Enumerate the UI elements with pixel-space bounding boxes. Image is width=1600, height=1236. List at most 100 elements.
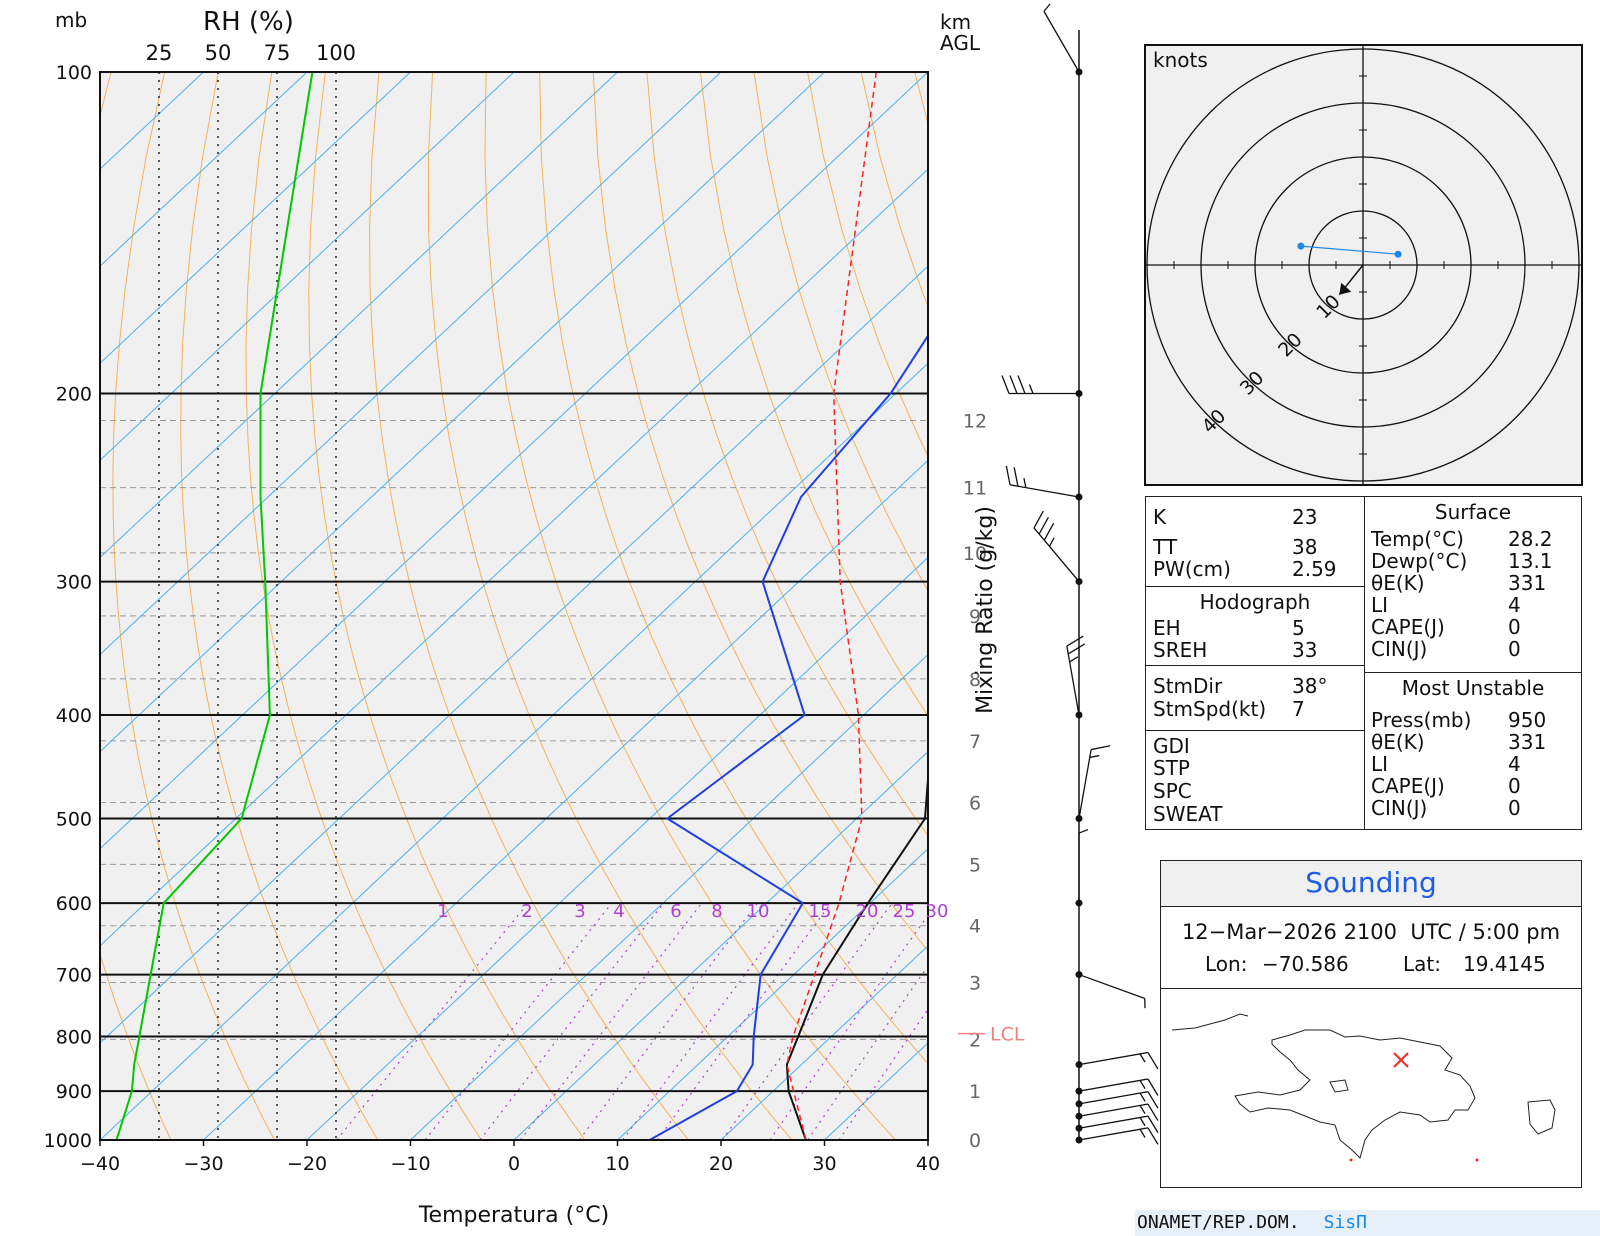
mu-cin-label: CIN(J) [1371,796,1428,820]
rh-tick-label: 25 [146,41,173,65]
temp-tick-label: −40 [80,1153,120,1175]
isotherm [100,72,411,364]
mixing-ratio-label: 20 [856,901,879,922]
indices-left-panel [1145,496,1365,830]
pressure-tick-label: 800 [56,1027,92,1049]
surface-thetae-label: θE(K) [1371,571,1425,595]
wind-barb-staff [1078,1115,1149,1129]
wind-barb-flag [1017,375,1026,394]
wind-barb-icon [1005,465,1080,498]
wind-barb-half-flag [1069,656,1079,663]
dry-adiabat [369,72,689,1140]
temp-tick-label: 10 [605,1153,629,1175]
wind-barb-icon [1043,3,1080,73]
surface-dewp-label: Dewp(°C) [1371,549,1468,573]
pressure-tick-label: 600 [56,893,92,915]
indices-divider-1 [1145,586,1365,587]
mu-cin-value: 0 [1508,796,1521,820]
surface-cape-value: 0 [1508,615,1521,639]
temp-tick-label: −20 [287,1153,327,1175]
rh-profile [115,72,314,1140]
isotherm [203,459,928,1140]
wind-barb-flag [1009,375,1018,394]
dry-adiabat [308,72,586,1140]
wind-barb-flag [1038,516,1050,535]
wind-barb-flag [1091,745,1111,751]
wind-barb-flag [1066,635,1084,647]
tt-label: TT [1153,535,1178,559]
sounding-datetime: 12−Mar−2026 2100 UTC / 5:00 pm [1181,920,1561,944]
stmdir-value: 38° [1292,674,1328,698]
height-tick-label: 6 [969,792,981,814]
wind-barb-half-flag [1089,754,1100,759]
wind-barb-flag [1043,522,1055,541]
surface-cape-label: CAPE(J) [1371,615,1445,639]
isotherm [100,72,618,559]
spc-label: SPC [1153,779,1192,803]
height-tick-label: 8 [969,669,981,691]
dry-adiabat [427,72,793,1140]
surface-cin-value: 0 [1508,637,1521,661]
wind-barb-half-flag [1139,1128,1146,1138]
wind-barb-icon [1078,1078,1159,1096]
lcl-label: LCL [990,1024,1025,1046]
wind-barb-half-flag [1139,1092,1146,1102]
wind-level-dot [1075,1087,1083,1095]
isotherm [100,72,722,656]
dry-adiabat [592,72,928,952]
source-footer: ONAMET/REP.DOM. SisΠ [1135,1210,1600,1236]
wind-barb-flag [1005,465,1011,485]
sounding-map-divider [1161,988,1581,989]
wind-barb-half-flag [1043,3,1051,12]
mixing-ratio-label: 4 [613,901,624,922]
wind-barb-icon [1078,828,1089,904]
wind-barb-staff [1078,973,1146,1000]
pressure-tick-label: 400 [56,705,92,727]
dry-adiabat [112,72,275,1140]
mixing-ratio-label: 25 [893,901,916,922]
temp-tick-label: 30 [812,1153,836,1175]
wind-barb-staff [1078,1103,1149,1117]
dry-adiabat [753,72,928,592]
wind-level-dot [1075,1100,1083,1108]
surface-cin-label: CIN(J) [1371,637,1428,661]
wind-barb-icon [1078,973,1146,1009]
k-value: 23 [1292,505,1318,529]
wind-barb-staff [1066,645,1080,716]
dry-adiabat [484,72,896,1140]
surface-li-label: LI [1371,593,1389,617]
dry-adiabat [539,72,928,1065]
wind-barb-half-flag [1139,1053,1146,1063]
height-tick-label: 4 [969,916,981,938]
surface-temp-value: 28.2 [1508,527,1553,551]
mixing-ratio-label: 1 [437,901,448,922]
wind-barb-flag [1033,510,1044,529]
isotherm [410,653,928,1140]
mu-li-label: LI [1371,752,1389,776]
mu-press-label: Press(mb) [1371,708,1472,732]
isotherm [513,750,928,1140]
parcel-path [786,72,878,1140]
sounding-title: Sounding [1305,866,1437,899]
sreh-label: SREH [1153,638,1208,662]
wind-barb-staff [1078,1091,1149,1105]
pressure-tick-label: 300 [56,572,92,594]
surface-section-title: Surface [1434,500,1512,524]
isotherm [100,72,515,462]
indices-divider-3 [1145,730,1365,731]
indices-right-panel [1364,496,1582,830]
sounding-info-panel [1160,860,1582,1188]
wind-barb-flag [1013,467,1019,487]
temp-tick-label: −30 [183,1153,223,1175]
mixing-ratio-label: 2 [521,901,532,922]
wind-barb-flag [1147,1115,1159,1133]
wind-barb-staff [1043,11,1080,73]
wind-barb-half-flag [1144,998,1146,1009]
height-tick-label: 11 [963,478,987,500]
sounding-lon-value: −70.586 [1262,952,1349,976]
isotherm [100,362,928,1140]
dry-adiabat [646,72,928,837]
mixing-ratio-label: 30 [926,901,949,922]
height-tick-label: 9 [969,606,981,628]
indices-divider-4 [1364,672,1582,673]
